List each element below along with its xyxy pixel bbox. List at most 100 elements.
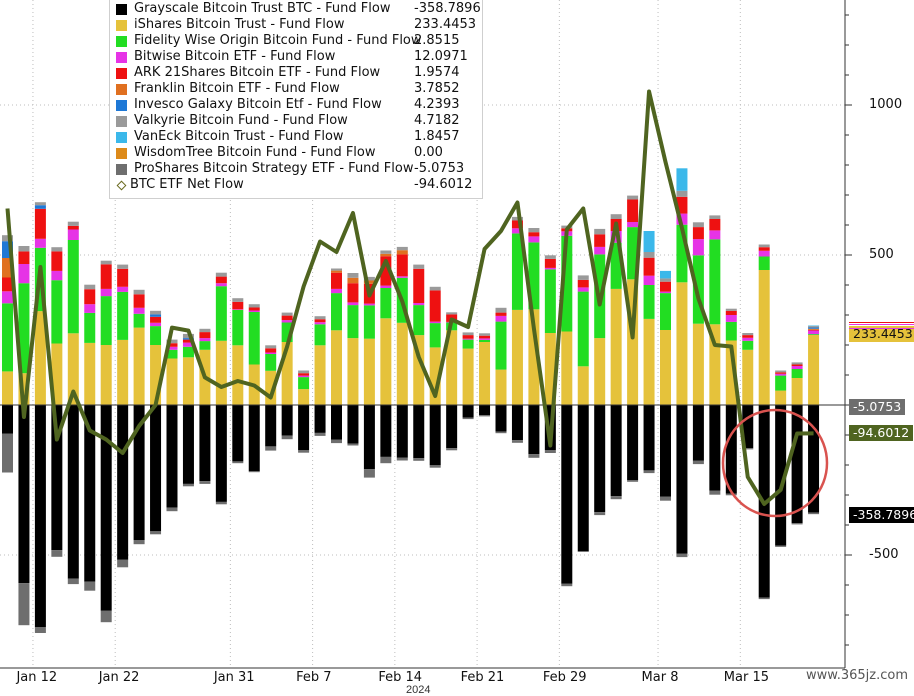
bar-segment [150,316,162,323]
bar-segment [577,551,589,552]
bar-segment [2,258,13,278]
bar-segment [676,405,688,554]
bar-segment [380,405,392,457]
bar-segment [544,267,556,270]
bar-segment [380,256,392,286]
legend-value: 4.7182 [414,113,460,128]
bar-segment [182,342,194,347]
bar-segment [396,250,408,255]
bar-segment [215,272,227,277]
bar-segment [133,540,145,545]
bar-segment [281,315,293,321]
bar-segment [265,405,277,447]
bar-segment [660,281,671,292]
bar-segment [347,405,359,444]
bar-segment [577,279,589,288]
x-tick-label: Mar 8 [641,670,679,685]
bar-segment [808,334,820,335]
bar-segment [396,457,408,461]
bar-segment [643,275,655,285]
bar-segment [676,168,688,191]
y-tick-label: 500 [869,247,894,262]
bar-segment [692,222,704,228]
bar-segment [627,480,639,482]
x-tick-label: Feb 21 [460,670,505,685]
bar-segment [429,290,441,322]
bar-segment [758,597,770,600]
bar-segment [429,321,441,324]
legend-swatch [116,132,127,143]
bar-segment [610,214,622,219]
bar-segment [150,310,162,315]
bar-segment [511,309,523,405]
bar-segment [100,264,112,289]
bar-segment [215,276,227,284]
bar-segment [495,312,507,316]
bar-segment [199,328,211,333]
bar-segment [133,327,145,405]
bar-segment [429,465,441,468]
bar-segment [725,310,737,315]
bar-segment [215,283,227,287]
bar-segment [495,315,507,322]
bar-segment [479,342,491,405]
x-tick-label: Mar 15 [723,670,769,685]
bar-segment [331,288,342,294]
bar-segment [725,321,737,341]
bar-segment [627,227,639,280]
bar-segment [331,268,342,271]
bar-segment [742,349,754,405]
bar-segment [314,322,326,325]
legend-swatch [116,148,127,159]
bar-segment [791,378,803,405]
bar-segment [462,338,474,340]
bar-segment [643,252,655,258]
bar-segment [479,415,491,417]
bar-segment [2,303,13,372]
bar-segment [643,285,655,319]
bar-segment [462,332,474,336]
bar-segment [2,405,13,434]
bar-segment [363,405,375,470]
legend-value: 1.9574 [414,65,460,80]
bar-segment [660,270,671,279]
bar-segment [396,322,408,405]
bar-segment [84,581,96,591]
bar-segment [265,352,277,354]
bar-segment [676,190,688,197]
bar-segment [314,319,326,323]
bar-segment [528,309,540,405]
bar-segment [380,253,392,257]
bar-segment [660,291,671,294]
bar-segment [676,213,688,225]
bar-segment [84,289,96,305]
net-flow-line [5,89,829,518]
bar-segment [347,443,359,446]
bar-segment [347,302,359,306]
bar-segment [479,335,491,339]
bar-segment [446,405,458,449]
y-tick-label: 1000 [869,97,903,112]
bar-segment [150,531,162,535]
bar-segment [34,405,46,627]
bar-segment [133,313,145,328]
bar-segment [692,405,704,461]
bar-segment [281,320,293,323]
bar-segment [561,405,573,584]
bar-segment [215,340,227,405]
bar-segment [775,405,787,546]
bar-segment [627,199,639,222]
legend-label: Grayscale Bitcoin Trust BTC - Fund Flow [134,1,391,16]
bar-segment [117,264,129,269]
bar-segment [133,307,145,314]
legend-swatch [116,68,127,79]
bar-segment [166,339,178,344]
bar-segment [725,493,737,496]
bar-segment [742,340,754,350]
bar-segment [676,282,688,405]
bar-segment [544,450,556,453]
legend-value: 3.7852 [414,81,460,96]
bar-segment [511,220,523,229]
bar-segment [791,523,803,525]
bar-segment [643,405,655,471]
